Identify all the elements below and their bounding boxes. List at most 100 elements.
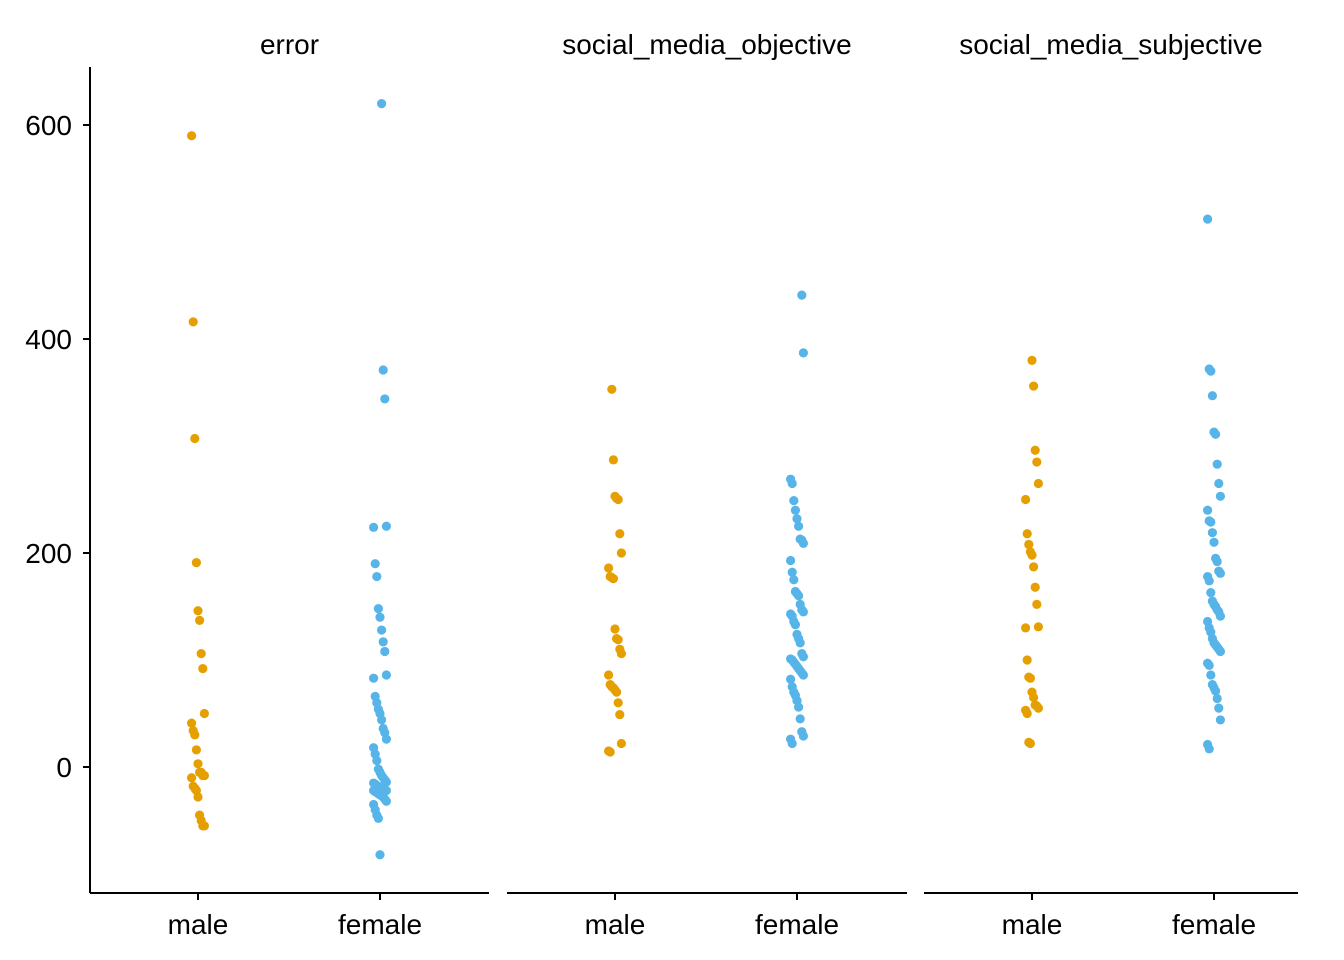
x-tick-label: male (585, 909, 646, 940)
panel-strip-title: social_media_subjective (959, 29, 1263, 60)
data-point-male (607, 384, 617, 394)
data-point-male (612, 687, 622, 697)
y-tick-label: 0 (56, 752, 72, 783)
data-point-female (1204, 744, 1214, 754)
data-point-male (1022, 655, 1032, 665)
data-point-male (1030, 445, 1040, 455)
data-point-female (381, 670, 391, 680)
data-point-female (1215, 568, 1225, 578)
data-point-female (373, 604, 383, 614)
data-point-female (1212, 459, 1222, 469)
data-point-male (1029, 562, 1039, 572)
data-point-female (795, 714, 805, 724)
data-point-female (797, 290, 807, 300)
data-point-male (196, 648, 206, 659)
data-point-male (613, 494, 623, 505)
data-point-male (193, 606, 203, 616)
data-point-female (1215, 491, 1225, 501)
data-point-female (1212, 556, 1222, 567)
data-point-male (1025, 738, 1035, 749)
data-point-male (1021, 494, 1031, 505)
y-tick-label: 200 (25, 538, 72, 569)
data-point-female (1203, 214, 1213, 224)
data-point-female (1204, 660, 1214, 670)
data-point-female (789, 495, 799, 506)
data-point-male (1027, 355, 1037, 365)
data-point-female (794, 591, 804, 601)
data-point-male (187, 131, 197, 141)
data-point-female (798, 731, 809, 741)
x-tick-label: male (168, 909, 229, 940)
data-point-female (798, 652, 809, 662)
data-point-male (1022, 529, 1032, 539)
data-point-female (798, 607, 809, 617)
data-point-female (369, 673, 379, 683)
data-point-male (191, 558, 201, 568)
data-point-male (610, 624, 620, 634)
data-point-male (604, 670, 614, 680)
data-point-female (1212, 693, 1222, 704)
data-point-male (1033, 622, 1043, 632)
data-point-female (794, 702, 804, 712)
data-point-female (786, 674, 796, 684)
data-point-male (608, 455, 619, 465)
x-tick-label: female (755, 909, 839, 940)
data-point-female (1204, 576, 1214, 586)
data-point-male (616, 548, 627, 558)
data-point-male (199, 708, 209, 719)
data-point-female (795, 638, 805, 648)
data-point-female (372, 571, 382, 582)
data-point-male (187, 718, 197, 728)
data-point-female (372, 755, 382, 766)
data-point-female (1215, 646, 1225, 657)
data-point-female (373, 813, 383, 823)
data-point-female (798, 538, 809, 548)
data-point-male (1032, 599, 1042, 609)
data-point-female (789, 575, 799, 585)
data-point-female (1215, 611, 1225, 621)
data-point-female (787, 738, 797, 749)
data-point-male (1033, 703, 1043, 713)
data-point-male (1027, 550, 1037, 560)
data-point-female (798, 670, 809, 680)
data-point-female (370, 559, 380, 569)
data-point-male (187, 773, 197, 783)
data-point-male (188, 317, 198, 327)
data-point-male (199, 821, 209, 831)
data-point-female (790, 620, 801, 630)
data-point-male (1029, 381, 1039, 391)
y-tick-label: 600 (25, 110, 72, 141)
data-point-female (1214, 478, 1224, 489)
data-point-female (380, 646, 390, 657)
data-point-male (613, 698, 623, 708)
data-point-female (381, 796, 391, 806)
data-point-male (604, 563, 614, 573)
data-point-male (1022, 708, 1032, 719)
panel-strip-title: error (260, 29, 319, 60)
panel-strip-title: social_media_objective (562, 29, 852, 60)
data-point-female (787, 478, 797, 489)
data-point-female (381, 734, 391, 744)
x-tick-label: male (1002, 909, 1063, 940)
data-point-female (1215, 715, 1225, 725)
data-point-female (369, 522, 379, 532)
data-point-female (1207, 528, 1217, 538)
data-point-female (381, 521, 391, 531)
data-point-male (195, 615, 205, 626)
data-point-male (193, 759, 203, 769)
x-tick-label: female (1172, 909, 1256, 940)
data-point-male (1025, 673, 1035, 683)
data-point-male (190, 433, 200, 444)
data-point-female (1203, 505, 1213, 515)
data-point-female (1211, 686, 1221, 696)
data-point-male (193, 792, 203, 802)
data-point-male (1024, 539, 1034, 550)
data-point-male (1029, 692, 1039, 703)
y-tick-label: 400 (25, 324, 72, 355)
data-point-female (790, 505, 801, 515)
data-point-male (616, 738, 627, 749)
data-point-female (380, 394, 390, 404)
data-point-female (375, 612, 385, 622)
data-point-female (798, 348, 809, 358)
